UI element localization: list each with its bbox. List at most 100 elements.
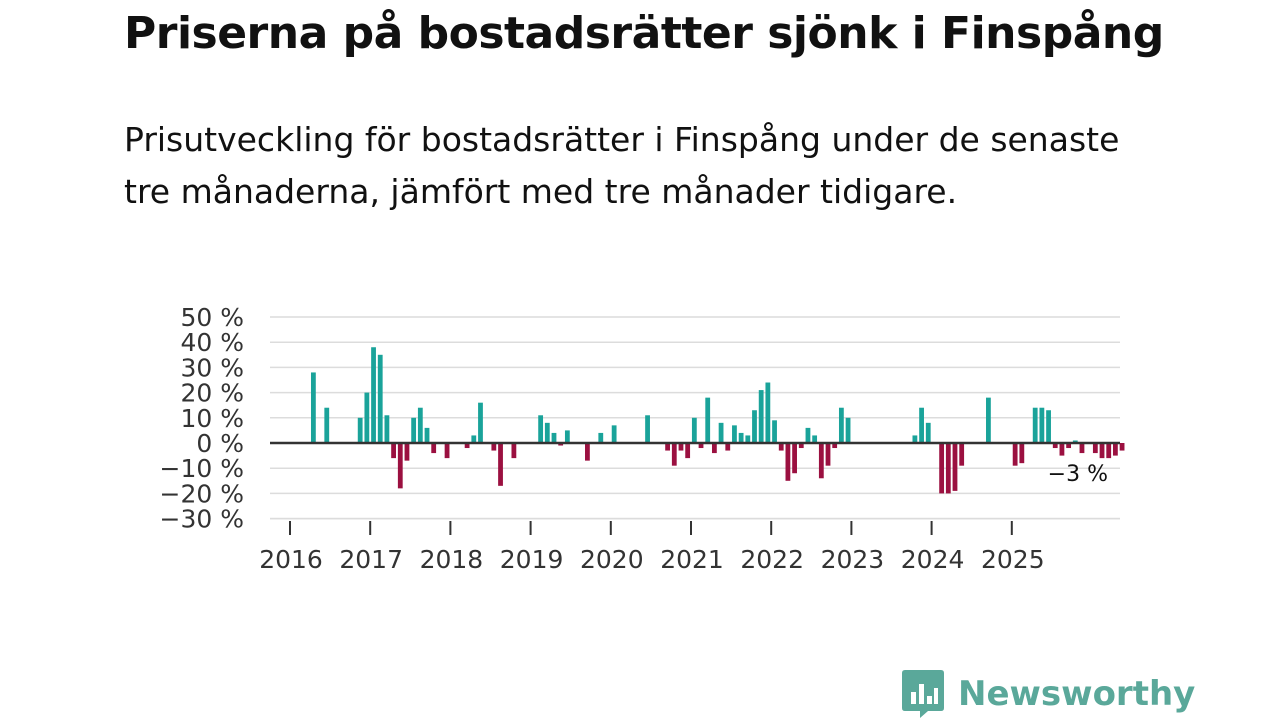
bar bbox=[444, 443, 450, 459]
bar bbox=[705, 397, 711, 443]
bar bbox=[738, 432, 744, 443]
bar bbox=[1119, 443, 1125, 451]
bar bbox=[611, 425, 617, 443]
y-tick-label: 0 % bbox=[196, 429, 244, 458]
brand-name: Newsworthy bbox=[958, 674, 1196, 714]
x-tick-label: 2022 bbox=[740, 545, 804, 574]
chart-title: Priserna på bostadsrätter sjönk i Finspå… bbox=[124, 8, 1164, 59]
bar bbox=[1092, 443, 1098, 454]
bar bbox=[945, 443, 951, 494]
bar bbox=[310, 372, 316, 443]
bar bbox=[391, 443, 396, 459]
bar bbox=[818, 443, 824, 479]
y-tick-label: 40 % bbox=[180, 328, 244, 357]
bar bbox=[404, 443, 410, 461]
y-tick-label: 10 % bbox=[180, 404, 244, 433]
bar bbox=[671, 443, 677, 466]
bar bbox=[471, 435, 477, 443]
bar bbox=[564, 430, 570, 443]
bar bbox=[498, 443, 503, 486]
bar-chart: 50 %40 %30 %20 %10 %0 %−10 %−20 %−30 % 2… bbox=[160, 303, 1125, 574]
y-tick-label: 30 % bbox=[180, 353, 244, 382]
bar bbox=[758, 390, 764, 443]
chart-subtitle: Prisutveckling för bostadsrätter i Finsp… bbox=[124, 120, 1120, 211]
bar bbox=[959, 443, 965, 466]
bar bbox=[1046, 410, 1051, 443]
y-tick-label: −30 % bbox=[160, 505, 244, 534]
bar bbox=[478, 402, 483, 443]
bar bbox=[1066, 443, 1072, 449]
bar bbox=[431, 443, 437, 454]
bar bbox=[812, 435, 818, 443]
bar bbox=[805, 427, 811, 443]
bars bbox=[310, 347, 1125, 494]
bar bbox=[1019, 443, 1025, 464]
x-axis: 2016 2017 2018 2019 2020 2021 2022 2023 2024 2025 bbox=[259, 521, 1045, 574]
bar bbox=[1099, 443, 1105, 459]
bar bbox=[1079, 443, 1085, 454]
bar bbox=[585, 443, 590, 461]
bar bbox=[845, 417, 851, 443]
bar bbox=[939, 443, 945, 494]
bar bbox=[745, 435, 751, 443]
bar bbox=[598, 432, 604, 443]
bar bbox=[691, 417, 697, 443]
bar bbox=[838, 407, 844, 443]
bar bbox=[1059, 443, 1065, 456]
bar bbox=[491, 443, 497, 451]
bar bbox=[778, 443, 784, 451]
bar bbox=[678, 443, 684, 451]
bar bbox=[544, 422, 550, 443]
bar bbox=[357, 417, 363, 443]
bar bbox=[1039, 407, 1045, 443]
bar bbox=[785, 443, 791, 481]
x-tick-label: 2023 bbox=[821, 545, 885, 574]
bar bbox=[417, 407, 423, 443]
x-tick-label: 2025 bbox=[981, 545, 1045, 574]
x-tick-label: 2024 bbox=[901, 545, 965, 574]
bar bbox=[1012, 443, 1018, 466]
x-tick-label: 2018 bbox=[420, 545, 484, 574]
x-tick-label: 2020 bbox=[580, 545, 644, 574]
y-tick-label: 20 % bbox=[180, 379, 244, 408]
bar-chart-bubble-icon bbox=[902, 670, 944, 718]
bar bbox=[397, 443, 403, 489]
bar bbox=[371, 347, 376, 443]
bar bbox=[912, 435, 918, 443]
bar bbox=[765, 382, 771, 443]
bar bbox=[1052, 443, 1058, 449]
y-tick-label: 50 % bbox=[180, 303, 244, 332]
bar bbox=[752, 410, 757, 443]
bar bbox=[725, 443, 731, 451]
bar bbox=[645, 415, 650, 443]
last-value-label: −3 % bbox=[1048, 462, 1108, 487]
y-axis-labels: 50 %40 %30 %20 %10 %0 %−10 %−20 %−30 % bbox=[160, 303, 244, 534]
x-tick-label: 2016 bbox=[259, 545, 323, 574]
bar bbox=[685, 443, 691, 459]
bar bbox=[324, 407, 330, 443]
bar bbox=[364, 392, 370, 443]
bar bbox=[925, 422, 931, 443]
bar bbox=[798, 443, 804, 449]
bar bbox=[1106, 443, 1112, 459]
bar bbox=[1032, 407, 1038, 443]
annotations: −3 % bbox=[1048, 462, 1108, 487]
bar bbox=[732, 425, 737, 443]
bar bbox=[464, 443, 470, 449]
bar bbox=[665, 443, 671, 451]
x-tick-label: 2021 bbox=[660, 545, 724, 574]
bar bbox=[919, 407, 924, 443]
bar bbox=[384, 415, 390, 443]
bar bbox=[551, 432, 557, 443]
bar bbox=[558, 443, 564, 446]
bar bbox=[711, 443, 717, 454]
bar bbox=[698, 443, 704, 449]
x-tick-label: 2017 bbox=[339, 545, 403, 574]
bar bbox=[772, 420, 777, 443]
bar bbox=[825, 443, 831, 466]
bar bbox=[832, 443, 838, 449]
bar bbox=[377, 354, 383, 443]
bar bbox=[511, 443, 517, 459]
newsworthy-logo: Newsworthy bbox=[902, 670, 1195, 718]
bar bbox=[1072, 440, 1078, 443]
